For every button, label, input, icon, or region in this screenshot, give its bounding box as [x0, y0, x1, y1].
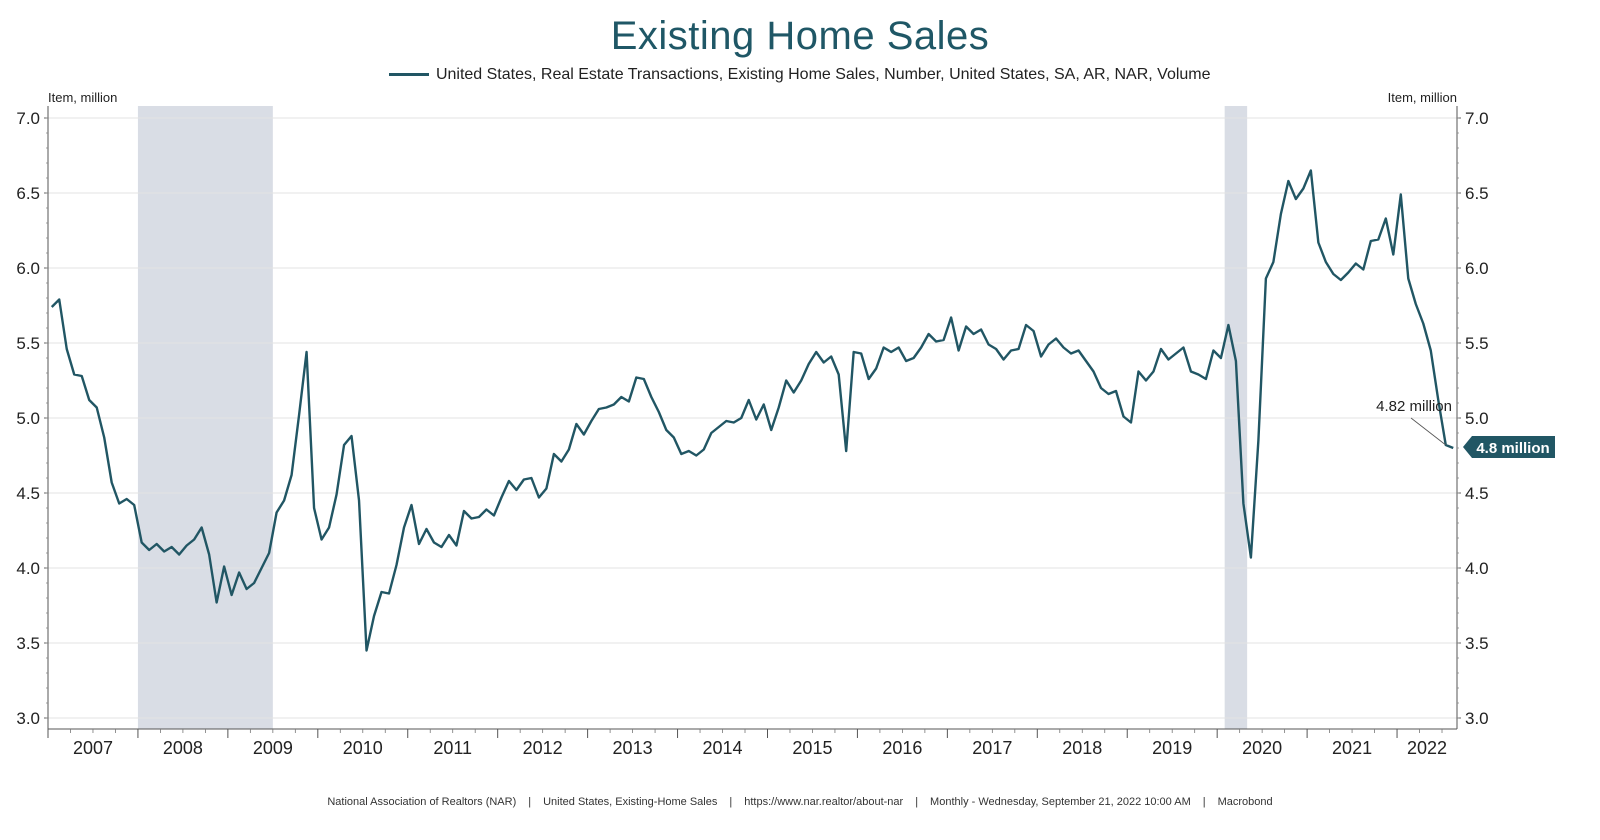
- footer-series: United States, Existing-Home Sales: [543, 796, 718, 808]
- legend-swatch: [389, 73, 430, 77]
- footer-separator: |: [729, 796, 733, 808]
- y-axis-unit-left: Item, million: [48, 90, 117, 105]
- x-tick-label: 2012: [523, 738, 563, 758]
- footer-separator: |: [915, 796, 919, 808]
- annotations: 4.82 million 4.8 million: [1376, 398, 1555, 458]
- x-tick-label: 2022: [1407, 738, 1447, 758]
- last-value-label: 4.8 million: [1476, 440, 1549, 457]
- series-group: [50, 169, 1454, 652]
- x-tick-label: 2008: [163, 738, 203, 758]
- y-tick-label-left: 6.5: [16, 184, 40, 203]
- last-value-badge: [1463, 436, 1555, 458]
- y-tick-label-right: 3.0: [1465, 709, 1489, 728]
- y-tick-label-left: 6.0: [16, 259, 40, 278]
- legend: United States, Real Estate Transactions,…: [0, 66, 1600, 84]
- y-axis-unit-right: Item, million: [1388, 90, 1457, 105]
- y-axis-left: 3.0 3.5 4.0 4.5 5.0 5.5 6.0 6.5 7.0 Item, million: [16, 90, 117, 728]
- chart-title: Existing Home Sales: [610, 14, 990, 58]
- gridlines: [48, 117, 1457, 719]
- series-line: [50, 169, 1454, 652]
- x-tick-label: 2021: [1332, 738, 1372, 758]
- x-tick-label: 2017: [972, 738, 1012, 758]
- y-tick-label-right: 7.0: [1465, 109, 1489, 128]
- legend-label: United States, Real Estate Transactions,…: [435, 66, 1211, 83]
- y-tick-label-left: 5.5: [16, 334, 40, 353]
- y-tick-label-left: 4.0: [16, 559, 40, 578]
- y-tick-label-left: 3.5: [16, 634, 40, 653]
- footer-separator: |: [1202, 796, 1206, 808]
- y-tick-label-left: 4.5: [16, 484, 40, 503]
- y-tick-label-right: 4.5: [1465, 484, 1489, 503]
- y-tick-label-left: 3.0: [16, 709, 40, 728]
- x-tick-label: 2009: [253, 738, 293, 758]
- footer-url: https://www.nar.realtor/about-nar: [744, 796, 904, 808]
- footer-source: National Association of Realtors (NAR): [327, 796, 517, 808]
- y-tick-label-right: 5.0: [1465, 409, 1489, 428]
- x-tick-label: 2010: [343, 738, 383, 758]
- y-tick-label-left: 7.0: [16, 109, 40, 128]
- x-tick-label: 2020: [1242, 738, 1282, 758]
- footer-provider: Macrobond: [1217, 796, 1273, 808]
- footer-frequency: Monthly - Wednesday, September 21, 2022 …: [930, 796, 1191, 808]
- annotation-leader: [1410, 417, 1447, 446]
- x-tick-label: 2018: [1062, 738, 1102, 758]
- y-tick-label-right: 6.5: [1465, 184, 1489, 203]
- x-tick-label: 2014: [702, 738, 742, 758]
- y-tick-label-right: 4.0: [1465, 559, 1489, 578]
- x-tick-label: 2011: [433, 738, 472, 758]
- y-tick-label-right: 5.5: [1465, 334, 1489, 353]
- x-tick-label: 2015: [792, 738, 832, 758]
- y-tick-label-right: 3.5: [1465, 634, 1489, 653]
- annotation-label: 4.82 million: [1376, 398, 1452, 415]
- x-tick-label: 2019: [1152, 738, 1192, 758]
- footer: National Association of Realtors (NAR) | U…: [0, 796, 1600, 808]
- x-tick-label: 2007: [73, 738, 113, 758]
- y-tick-label-left: 5.0: [16, 409, 40, 428]
- y-tick-label-right: 6.0: [1465, 259, 1489, 278]
- footer-separator: |: [528, 796, 532, 808]
- x-tick-label: 2013: [613, 738, 653, 758]
- x-tick-label: 2016: [882, 738, 922, 758]
- y-axis-right: 3.0 3.5 4.0 4.5 5.0 5.5 6.0 6.5 7.0 Item, million: [1388, 90, 1489, 728]
- x-axis: 2007 2008 2009 2010 2011 2012 2013 2014 2015 2016…: [47, 729, 1447, 758]
